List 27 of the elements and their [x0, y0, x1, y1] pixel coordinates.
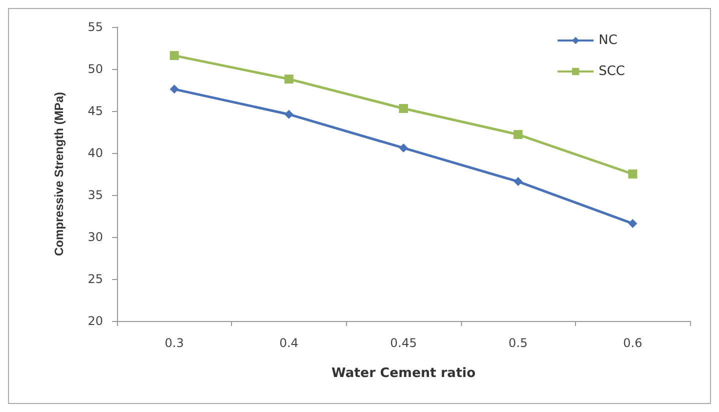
point	[628, 219, 638, 228]
y-tick-label: 50	[88, 62, 103, 76]
x-axis-title: Water Cement ratio	[331, 366, 476, 381]
point	[514, 130, 523, 140]
legend-label: NC	[598, 33, 618, 48]
y-tick-label: 35	[88, 188, 103, 202]
point	[284, 110, 294, 119]
y-tick-label: 25	[88, 272, 103, 286]
point	[170, 84, 179, 94]
y-axis-title: Compressive Strength (MPa)	[52, 92, 66, 256]
y-tick-label: 20	[88, 314, 103, 328]
y-tick-label: 45	[88, 104, 103, 118]
y-tick-label: 55	[88, 20, 103, 34]
point	[628, 170, 638, 178]
legend-label: SCC	[598, 64, 625, 79]
point	[284, 74, 294, 84]
point	[399, 143, 408, 152]
y-tick-label: 40	[88, 146, 103, 160]
x-tick-label: 0.6	[623, 336, 642, 350]
x-tick-label: 0.5	[508, 336, 528, 350]
point	[170, 51, 179, 60]
x-tick-label: 0.3	[164, 336, 184, 350]
point	[514, 177, 523, 186]
y-tick-label: 30	[88, 230, 103, 244]
point	[399, 104, 408, 113]
x-tick-label: 0.45	[390, 336, 417, 350]
x-tick-label: 0.4	[279, 336, 298, 350]
